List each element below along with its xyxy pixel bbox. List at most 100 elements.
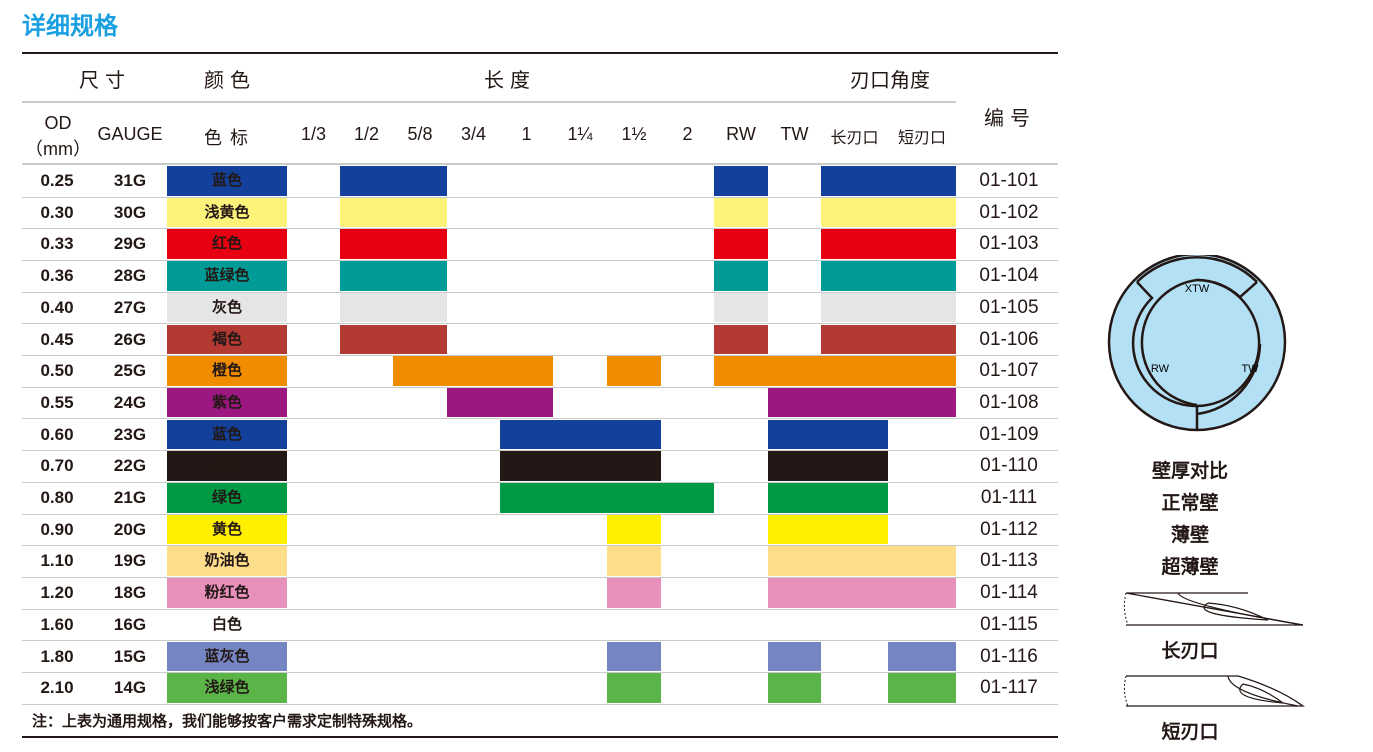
availability-mark [888, 641, 956, 671]
availability-mark [888, 324, 956, 354]
availability-mark [393, 229, 447, 259]
column-header: 5/8 [407, 124, 433, 144]
table-bottom-rule [22, 736, 1058, 738]
legend-normal-wall: 正常壁 [1161, 492, 1219, 514]
gauge-value: 14G [113, 678, 147, 698]
code-value: 01-108 [979, 391, 1039, 413]
row-divider [22, 418, 1058, 420]
availability-mark [768, 641, 821, 671]
inner-wall-line [1131, 278, 1261, 408]
availability-mark [768, 387, 821, 418]
page-title: 详细规格 [22, 12, 118, 40]
availability-mark [821, 324, 888, 354]
footnote: 注：上表为通用规格，我们能够按客户需求定制特殊规格。 [32, 712, 423, 730]
row-divider [22, 291, 1058, 293]
availability-mark [768, 514, 821, 545]
code-value: 01-117 [980, 677, 1038, 699]
color-swatch: 蓝灰色 [167, 641, 287, 671]
availability-mark [768, 546, 821, 576]
availability-mark [888, 387, 956, 418]
availability-mark [888, 356, 956, 386]
color-swatch: 蓝绿色 [167, 261, 287, 291]
availability-mark [888, 261, 956, 291]
availability-mark [393, 166, 447, 196]
color-swatch: 黑色 [167, 451, 287, 481]
od-value: 0.60 [40, 424, 74, 444]
row-divider [22, 672, 1058, 673]
availability-mark [340, 261, 393, 291]
od-value: 2.10 [40, 678, 74, 698]
code-value: 01-103 [979, 233, 1039, 255]
code-value: 01-116 [980, 645, 1038, 667]
header-code: 编号 [984, 106, 1036, 130]
availability-mark [821, 451, 888, 481]
row-divider [22, 259, 1058, 261]
gauge-value: 21G [113, 488, 147, 507]
long-bevel-needle-icon [1123, 592, 1304, 626]
gauge-value: 22G [113, 456, 147, 476]
availability-mark [607, 578, 661, 608]
row-divider [22, 450, 1058, 452]
code-value: 01-109 [979, 423, 1039, 445]
availability-mark [821, 261, 888, 291]
availability-mark [768, 483, 821, 513]
row-divider [22, 608, 1058, 610]
row-divider [22, 640, 1058, 642]
column-header: 1/3 [300, 124, 327, 144]
availability-mark [821, 546, 888, 576]
code-value: 01-104 [979, 265, 1039, 287]
gauge-value: 18G [113, 583, 147, 603]
gauge-value: 30G [113, 202, 147, 222]
availability-mark [500, 419, 553, 450]
availability-mark [714, 261, 768, 291]
code-value: 01-112 [980, 518, 1038, 540]
availability-mark [607, 419, 661, 450]
color-swatch: 黄色 [167, 514, 287, 545]
color-swatch: 紫色 [167, 387, 287, 418]
availability-mark [393, 356, 447, 386]
od-value: 1.20 [40, 583, 74, 603]
column-header: RW [726, 124, 756, 144]
availability-mark [888, 166, 956, 196]
row-divider [22, 576, 1058, 578]
code-value: 01-110 [980, 455, 1038, 477]
availability-mark [821, 419, 888, 450]
availability-mark [821, 292, 888, 323]
availability-mark [500, 451, 553, 481]
availability-mark [888, 197, 956, 228]
header-divider [22, 101, 956, 103]
code-value: 01-111 [980, 487, 1038, 508]
availability-mark [607, 641, 661, 671]
color-swatch: 蓝色 [167, 419, 287, 450]
column-header: 1½ [621, 124, 647, 144]
header-mm: （mm） [25, 139, 91, 159]
gauge-value: 29G [113, 234, 147, 254]
availability-mark [447, 356, 500, 386]
availability-mark [821, 483, 888, 513]
gauge-value: 25G [113, 361, 147, 381]
od-value: 1.10 [40, 551, 74, 571]
availability-mark [888, 673, 956, 703]
availability-mark [340, 324, 393, 354]
availability-mark [714, 292, 768, 323]
availability-mark [340, 229, 393, 259]
availability-mark [768, 578, 821, 608]
availability-mark [821, 197, 888, 228]
long-bevel-label: 长刃口 [1161, 640, 1219, 662]
od-value: 0.30 [40, 202, 74, 222]
availability-mark [607, 673, 661, 703]
row-divider [22, 355, 1058, 356]
availability-mark [393, 261, 447, 291]
od-value: 0.40 [40, 297, 74, 317]
code-value: 01-115 [980, 613, 1038, 635]
short-bevel-label: 短刃口 [1161, 721, 1219, 743]
od-value: 1.60 [40, 614, 74, 634]
od-value: 0.45 [40, 329, 74, 349]
availability-mark [340, 292, 393, 323]
availability-mark [607, 451, 661, 481]
availability-mark [821, 166, 888, 196]
availability-mark [821, 387, 888, 418]
od-value: 0.36 [40, 266, 74, 286]
color-swatch: 灰色 [167, 292, 287, 323]
